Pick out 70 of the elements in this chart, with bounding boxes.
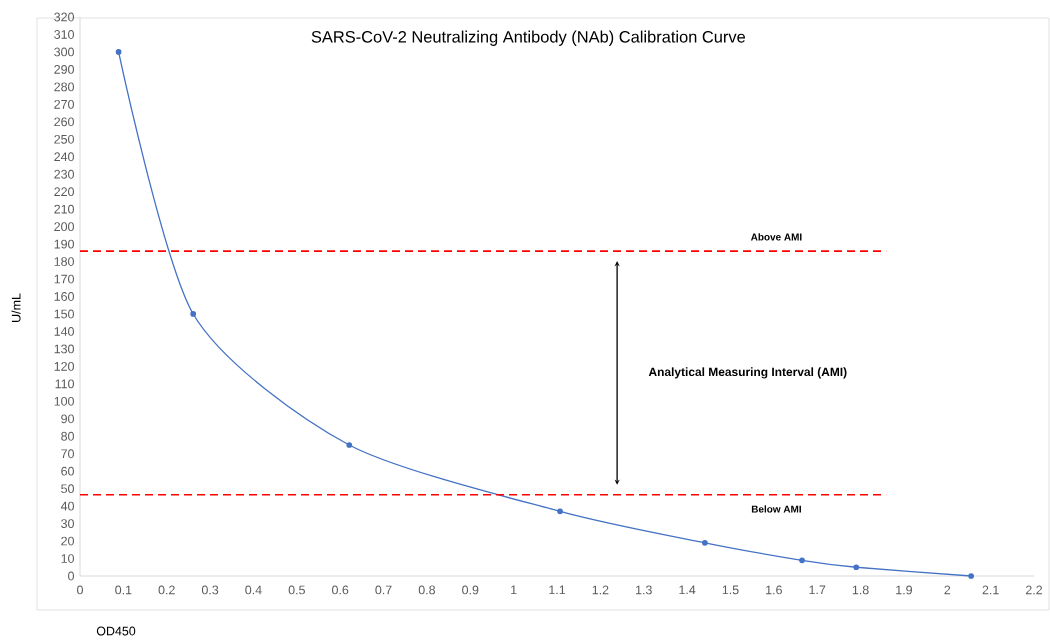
x-tick-label: 0.9 [462, 585, 479, 595]
y-tick-label: 300 [54, 47, 74, 57]
y-tick-label: 240 [54, 152, 74, 162]
point [702, 539, 708, 546]
x-tick-label: 0.4 [245, 585, 262, 595]
x-tick-label: 0 [77, 585, 83, 595]
y-tick-label: 10 [61, 554, 74, 563]
y-tick-label: 110 [55, 379, 74, 389]
x-tick-label: 0.6 [332, 585, 349, 595]
y-tick-label: 150 [54, 309, 74, 319]
y-tick-label: 230 [54, 169, 74, 179]
x-tick-label: 0.7 [375, 585, 392, 595]
x-tick-label: 2.2 [1025, 585, 1043, 595]
point [190, 311, 197, 317]
y-tick-label: 210 [54, 204, 74, 214]
y-tick-label: 90 [61, 414, 74, 424]
y-tick-label: 170 [54, 274, 74, 284]
y-tick-label: 20 [61, 536, 74, 546]
y-tick-label: 190 [54, 239, 74, 249]
y-tick-label: 50 [61, 484, 74, 494]
y-tick-label: 30 [61, 519, 74, 529]
point [968, 573, 974, 579]
annotation: Analytical Measuring Interval (AMI) [648, 367, 847, 379]
y-tick-label: 0 [68, 571, 74, 581]
point [799, 557, 805, 564]
y-axis-title: U/mL [11, 293, 21, 322]
x-tick-label: 1.3 [636, 585, 652, 595]
x-tick-label: 1.6 [766, 585, 782, 595]
x-tick-label: 0.5 [288, 585, 305, 595]
x-tick-label: 2.1 [982, 585, 999, 595]
x-tick-label: 1.5 [722, 585, 739, 595]
ref-line-label: Above AMI [750, 233, 802, 241]
y-tick-label: 130 [54, 344, 74, 354]
x-tick-label: 1.9 [896, 585, 912, 595]
y-tick-label: 60 [61, 466, 74, 476]
point [557, 508, 563, 515]
x-tick-label: 1.2 [592, 585, 609, 595]
x-tick-label: 1.4 [679, 585, 696, 595]
x-tick-label: 1.8 [852, 585, 869, 595]
y-tick-label: 70 [61, 449, 74, 459]
y-tick-label: 220 [54, 187, 74, 197]
x-tick-label: 0.1 [115, 585, 132, 595]
x-axis-title: OD450 [96, 626, 136, 636]
ref-line-label: Below AMI [751, 505, 801, 513]
y-tick-label: 100 [54, 396, 74, 406]
y-tick-label: 290 [54, 65, 74, 74]
y-tick-label: 280 [54, 82, 74, 92]
x-tick-label: 1.1 [549, 585, 566, 595]
y-tick-label: 160 [54, 292, 74, 301]
y-tick-label: 320 [54, 12, 74, 22]
x-tick-label: 0.8 [418, 585, 436, 595]
y-tick-label: 120 [54, 361, 74, 371]
x-tick-label: 0.3 [201, 585, 219, 595]
y-tick-label: 80 [61, 431, 74, 441]
x-tick-label: 1 [511, 585, 517, 595]
point [853, 564, 860, 571]
y-tick-label: 40 [60, 501, 74, 511]
y-tick-label: 310 [54, 30, 74, 39]
y-tick-label: 200 [54, 222, 74, 232]
y-tick-label: 250 [54, 134, 74, 144]
y-tick-label: 180 [54, 257, 74, 266]
x-tick-label: 0.2 [158, 585, 175, 595]
text: SARS-CoV-2 Neutralizing Antibody (NAb) Calibration Curve [311, 30, 745, 46]
y-tick-label: 270 [54, 99, 74, 109]
y-tick-label: 140 [54, 327, 74, 336]
x-tick-label: 2 [944, 585, 951, 595]
y-tick-label: 260 [54, 117, 74, 127]
point [115, 49, 122, 55]
x-tick-label: 1.7 [809, 585, 826, 595]
point [346, 442, 353, 448]
